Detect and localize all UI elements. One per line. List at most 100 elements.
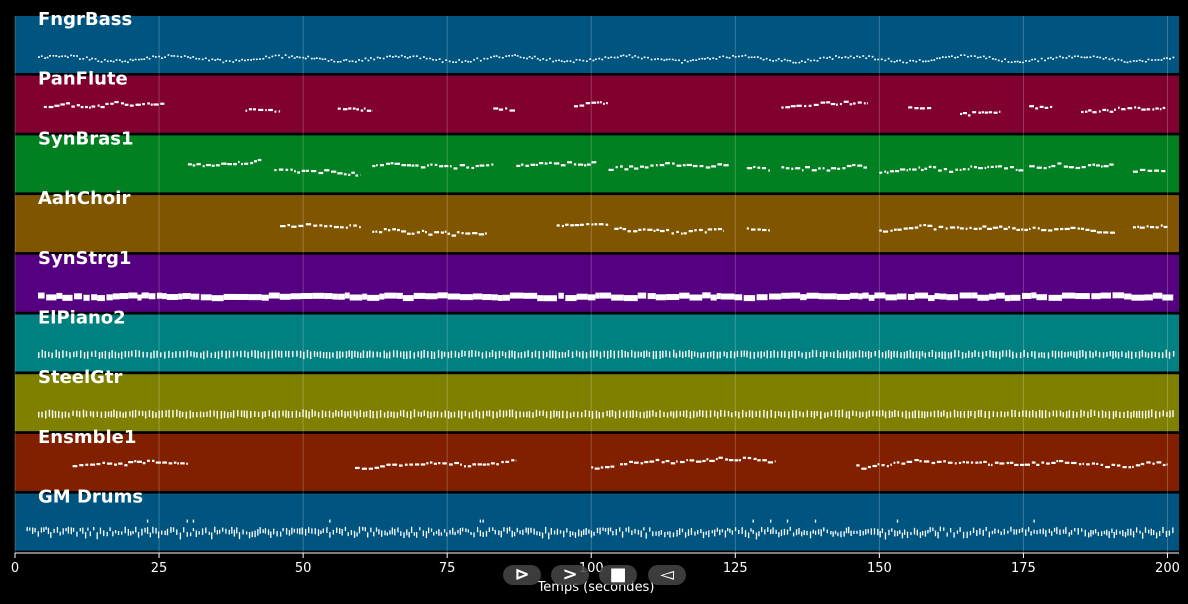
note	[744, 530, 747, 537]
note	[585, 102, 591, 105]
note	[461, 232, 464, 235]
note	[511, 54, 514, 57]
note	[632, 410, 634, 418]
note	[627, 230, 631, 233]
note	[1036, 294, 1048, 301]
note	[205, 163, 211, 167]
play-button[interactable]: ⊳	[503, 565, 541, 585]
note	[1095, 164, 1100, 167]
note	[561, 351, 564, 358]
note	[438, 462, 441, 465]
note	[602, 527, 604, 531]
note	[865, 529, 867, 535]
note	[728, 459, 734, 462]
note	[781, 106, 784, 109]
note	[399, 410, 402, 417]
note	[317, 529, 320, 537]
note	[76, 55, 78, 57]
note	[404, 463, 408, 466]
note	[441, 61, 444, 63]
note	[164, 530, 166, 536]
note	[617, 350, 620, 358]
note	[332, 352, 334, 358]
note	[644, 166, 649, 169]
note	[772, 60, 774, 62]
note	[252, 58, 255, 61]
note	[659, 350, 661, 359]
note	[182, 292, 191, 299]
rewind-button[interactable]: ◅	[648, 565, 686, 585]
note	[944, 351, 946, 360]
forward-icon: >	[562, 564, 578, 585]
note	[232, 61, 235, 63]
x-tick-label: 200	[1155, 561, 1180, 576]
note	[1022, 61, 1024, 64]
note	[589, 58, 592, 60]
note	[595, 292, 600, 299]
note	[449, 463, 453, 466]
note	[329, 224, 333, 228]
note	[74, 293, 82, 300]
note	[463, 465, 467, 468]
note	[241, 162, 244, 166]
note	[132, 59, 134, 62]
note	[234, 293, 249, 300]
note	[324, 293, 333, 300]
note	[433, 351, 436, 359]
note	[444, 410, 446, 418]
x-tick-label: 175	[1011, 561, 1036, 576]
note	[493, 107, 499, 110]
note	[527, 350, 529, 358]
note	[531, 351, 533, 359]
note	[254, 411, 256, 417]
note	[894, 410, 896, 418]
note	[1004, 58, 1006, 61]
note	[785, 167, 790, 170]
note	[800, 294, 807, 301]
note	[410, 526, 413, 533]
note	[597, 101, 600, 104]
note	[1024, 463, 1030, 466]
note	[75, 350, 78, 358]
note	[1034, 58, 1037, 61]
note	[119, 411, 121, 418]
note	[815, 350, 818, 358]
note	[718, 56, 721, 58]
note	[1062, 529, 1065, 534]
note	[1154, 351, 1156, 358]
note	[1022, 410, 1024, 417]
note	[1157, 59, 1160, 61]
note	[719, 351, 721, 359]
note	[572, 61, 575, 64]
note	[856, 55, 859, 58]
note	[278, 168, 284, 171]
forward-button[interactable]: >	[551, 565, 589, 585]
note	[82, 409, 85, 418]
note	[605, 223, 609, 226]
note	[403, 532, 405, 539]
note	[68, 412, 70, 418]
note	[1155, 532, 1158, 539]
note	[822, 167, 825, 170]
stop-button[interactable]: ■	[599, 565, 637, 585]
note	[870, 528, 872, 535]
note	[893, 228, 897, 231]
note	[176, 409, 178, 417]
note	[373, 58, 376, 61]
note	[257, 350, 259, 359]
note	[746, 227, 749, 230]
note	[566, 410, 568, 419]
note	[963, 54, 966, 56]
note	[517, 352, 520, 358]
note	[476, 57, 479, 60]
note	[703, 58, 706, 60]
note	[853, 530, 855, 534]
note	[867, 529, 869, 534]
note	[372, 351, 374, 358]
note	[685, 410, 688, 418]
note	[834, 530, 837, 535]
note	[141, 292, 149, 299]
note	[361, 467, 367, 470]
note	[569, 60, 572, 62]
note	[49, 54, 51, 57]
